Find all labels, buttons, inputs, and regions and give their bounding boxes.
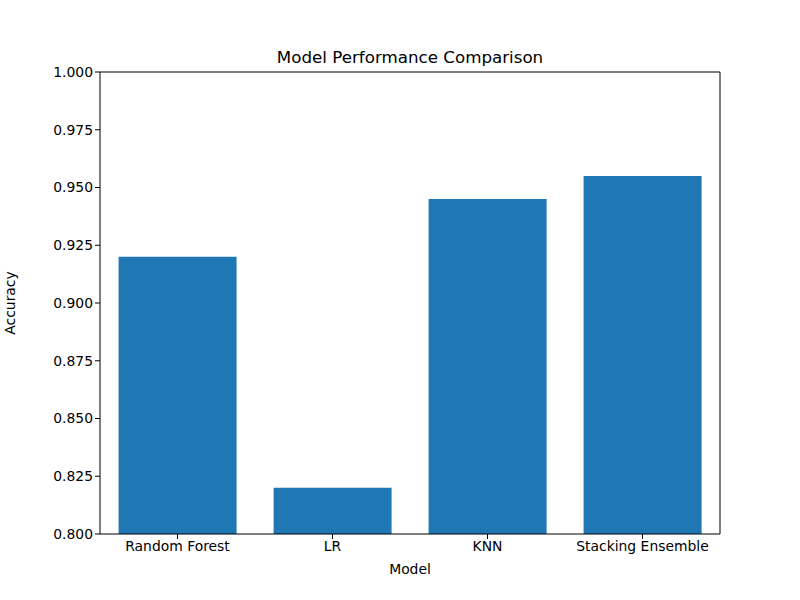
- svg-text:Stacking Ensemble: Stacking Ensemble: [576, 538, 708, 554]
- svg-text:0.925: 0.925: [53, 237, 93, 253]
- svg-text:KNN: KNN: [473, 538, 503, 554]
- svg-text:Random Forest: Random Forest: [125, 538, 230, 554]
- svg-text:0.950: 0.950: [53, 179, 93, 195]
- svg-text:0.800: 0.800: [53, 526, 93, 542]
- svg-text:0.900: 0.900: [53, 295, 93, 311]
- svg-text:1.000: 1.000: [53, 64, 93, 80]
- svg-text:0.975: 0.975: [53, 122, 93, 138]
- html-text:Model Performance Comparison: Model Performance Comparison: [276, 47, 544, 67]
- svg-text:Model: Model: [389, 561, 431, 577]
- svg-text:0.850: 0.850: [53, 410, 93, 426]
- svg-text:LR: LR: [324, 538, 342, 554]
- svg-text:0.875: 0.875: [53, 353, 93, 369]
- svg-text:Accuracy: Accuracy: [8, 271, 18, 334]
- svg-text:0.825: 0.825: [53, 468, 93, 484]
